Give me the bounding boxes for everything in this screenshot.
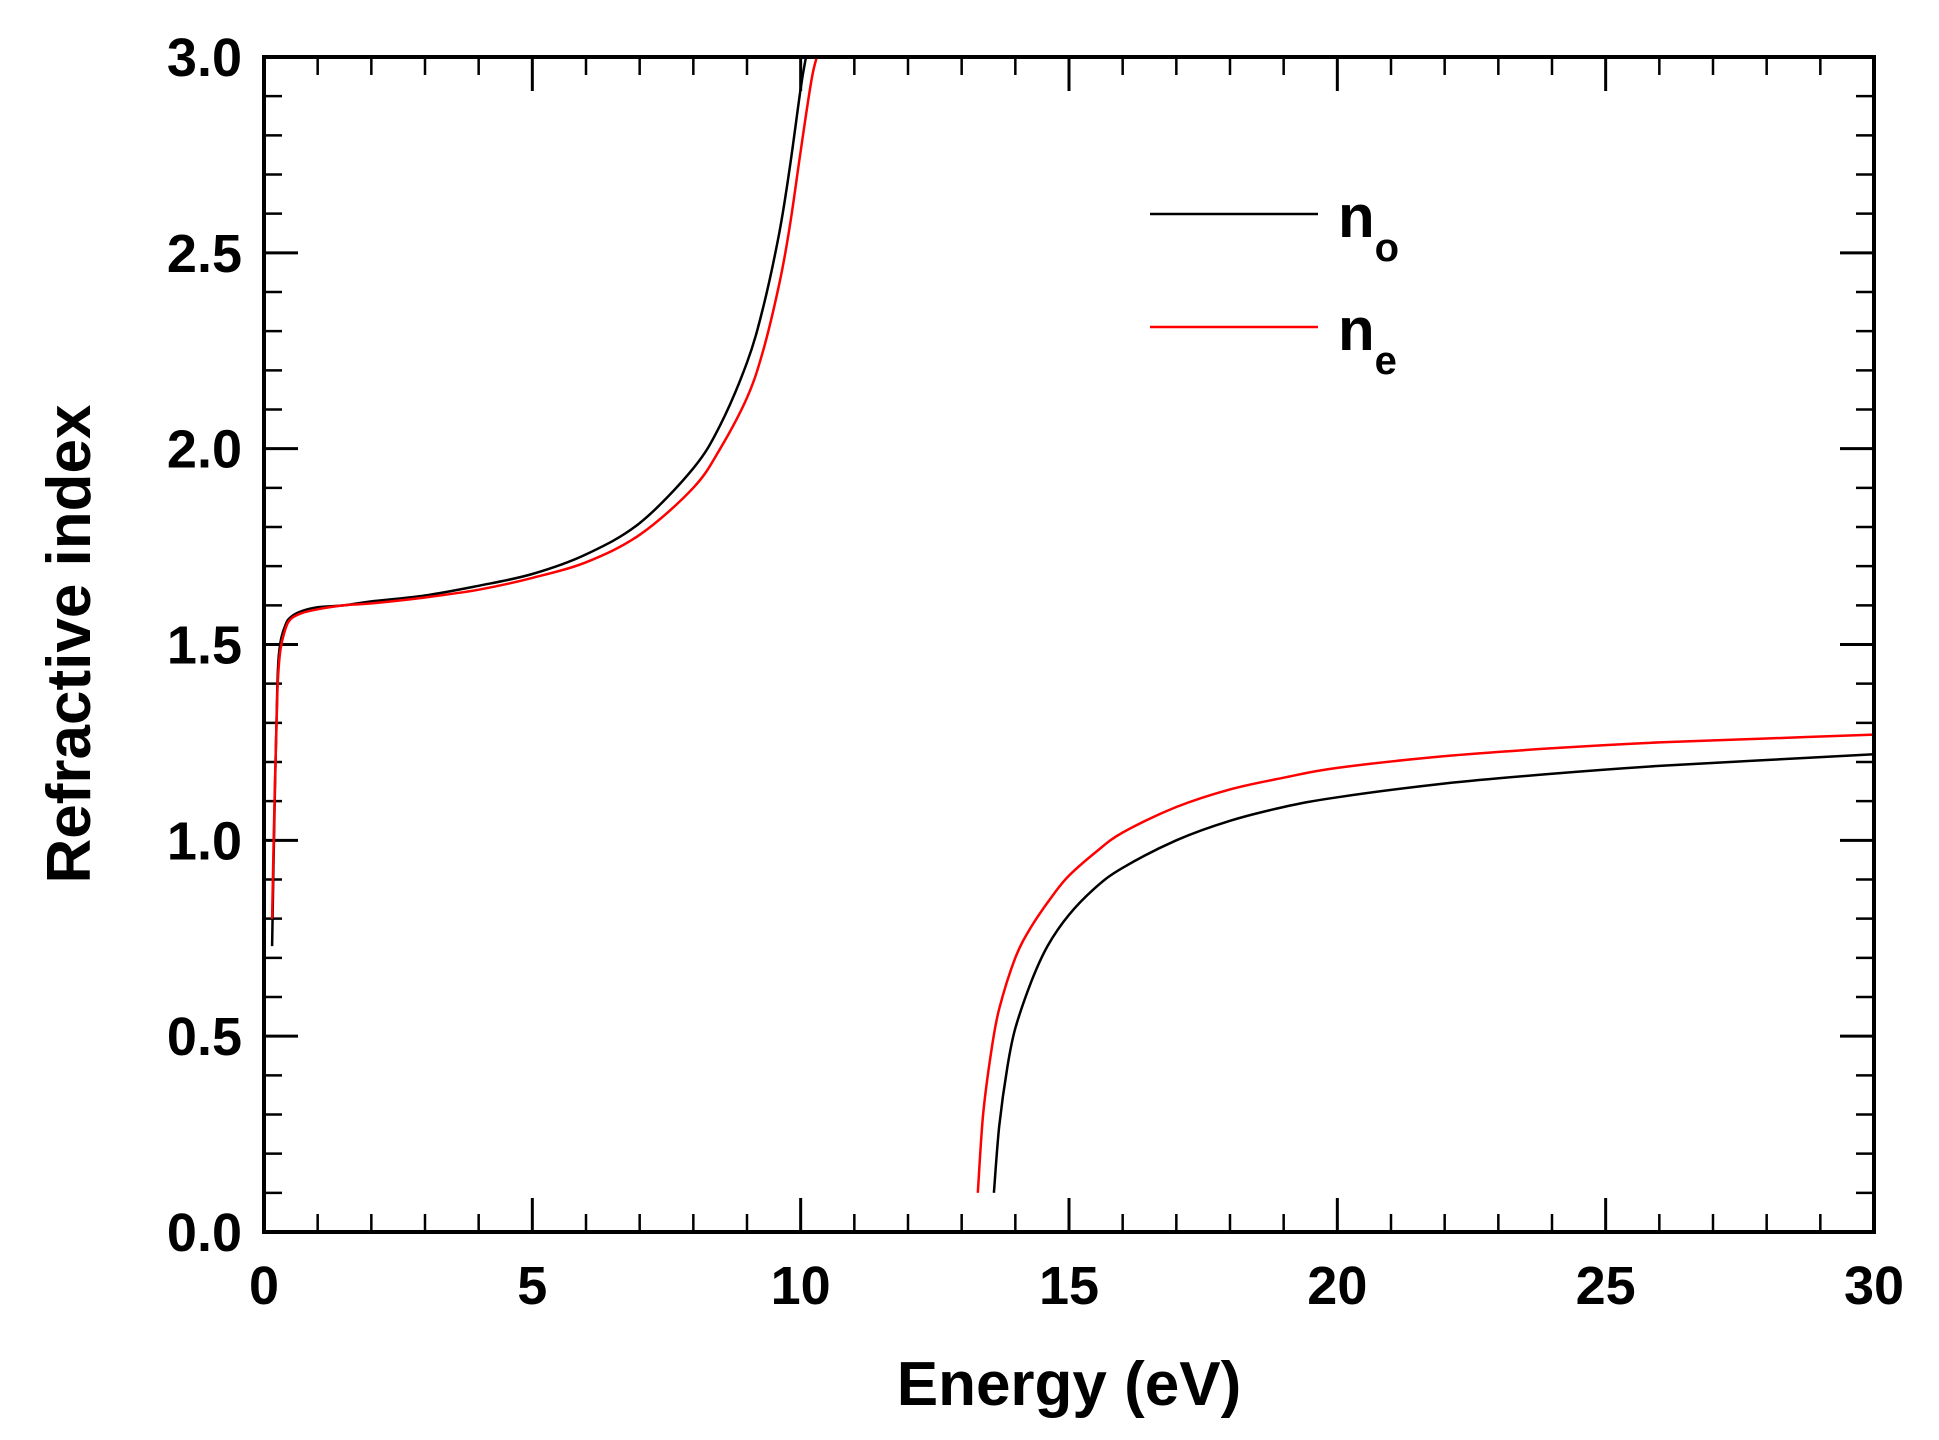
legend-label-ne-main: n	[1338, 296, 1375, 363]
x-axis-title: Energy (eV)	[897, 1350, 1242, 1419]
x-tick-label: 0	[249, 1256, 279, 1316]
y-axis-title: Refractive index	[35, 404, 104, 884]
y-tick-label: 2.0	[167, 420, 242, 480]
series-ne-line-2	[976, 733, 1875, 1193]
major-ticks	[262, 55, 1876, 1234]
legend-label-no: no	[1338, 183, 1399, 270]
x-tick-label: 5	[517, 1256, 547, 1316]
x-tick-labels: 0 5 10 15 20 25 30	[249, 1256, 1904, 1316]
x-tick-label: 10	[771, 1256, 831, 1316]
y-tick-label: 0.5	[167, 1007, 242, 1067]
legend: no ne	[1150, 183, 1399, 383]
series-no-line-2	[992, 752, 1875, 1193]
legend-label-no-subscript: o	[1375, 226, 1399, 270]
x-tick-label: 20	[1307, 1256, 1367, 1316]
legend-label-ne-subscript: e	[1375, 339, 1397, 383]
minor-ticks	[264, 57, 1874, 1232]
y-tick-label: 2.5	[167, 224, 242, 284]
x-tick-label: 30	[1844, 1256, 1904, 1316]
plot-frame	[262, 55, 1876, 1234]
y-tick-labels: 0.0 0.5 1.0 1.5 2.0 2.5 3.0	[167, 28, 242, 1263]
series-ne-line-1	[270, 56, 819, 919]
x-tick-label: 15	[1039, 1256, 1099, 1316]
legend-label-no-main: n	[1338, 183, 1375, 250]
series-layer	[270, 56, 1875, 1193]
legend-label-ne: ne	[1338, 296, 1397, 383]
y-tick-label: 0.0	[167, 1203, 242, 1263]
y-tick-label: 1.5	[167, 616, 242, 676]
x-tick-label: 25	[1576, 1256, 1636, 1316]
series-no-line-1	[270, 56, 808, 947]
y-tick-label: 1.0	[167, 811, 242, 871]
y-tick-label: 3.0	[167, 28, 242, 88]
